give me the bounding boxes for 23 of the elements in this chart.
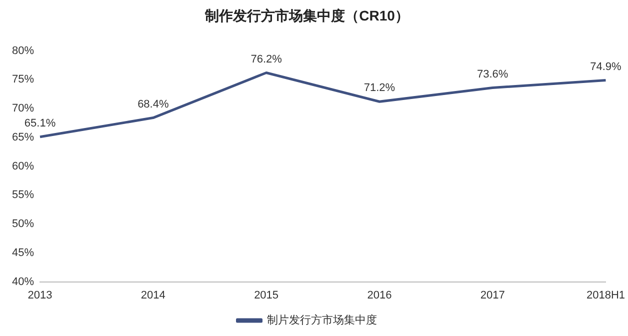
data-label: 71.2% — [364, 82, 396, 94]
x-tick-label: 2013 — [28, 289, 52, 302]
y-tick-label: 70% — [12, 102, 34, 115]
y-tick-label: 50% — [12, 218, 34, 230]
data-label: 73.6% — [476, 68, 508, 80]
y-tick-label: 55% — [12, 189, 34, 202]
chart-title: 制作发行方市场集中度（CR10） — [204, 7, 409, 24]
legend-label: 制片发行方市场集中度 — [266, 314, 377, 327]
y-tick-label: 45% — [12, 246, 34, 259]
data-label: 76.2% — [250, 53, 282, 66]
x-tick-label: 2017 — [480, 289, 505, 302]
x-tick-label: 2018H1 — [586, 289, 626, 302]
x-tick-label: 2014 — [140, 289, 166, 302]
x-tick-label: 2015 — [254, 289, 279, 302]
data-label: 65.1% — [24, 117, 56, 130]
y-tick-label: 75% — [12, 74, 34, 86]
y-tick-label: 80% — [12, 44, 34, 57]
y-tick-label: 60% — [12, 160, 34, 172]
data-label: 74.9% — [590, 60, 622, 73]
data-label: 68.4% — [138, 98, 169, 110]
y-tick-label: 40% — [12, 276, 34, 288]
y-tick-label: 65% — [12, 131, 34, 144]
x-tick-label: 2016 — [367, 289, 392, 302]
